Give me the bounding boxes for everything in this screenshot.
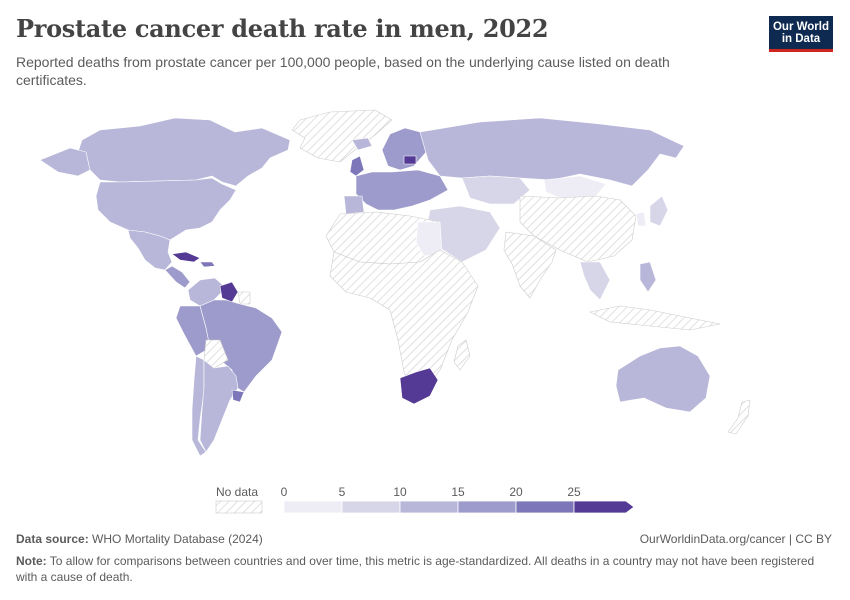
region-guianas	[237, 291, 251, 305]
region-sub-saharan-africa	[329, 249, 479, 389]
region-indonesia	[589, 305, 721, 331]
legend-tick-10: 10	[393, 485, 407, 499]
region-mexico	[127, 229, 173, 271]
region-korea	[635, 211, 647, 227]
source-label: Data source:	[16, 532, 89, 546]
region-canada	[77, 117, 291, 187]
region-madagascar	[453, 339, 471, 371]
legend-tick-20: 20	[509, 485, 523, 499]
region-argentina	[199, 359, 239, 453]
region-china	[519, 195, 637, 263]
legend-tick-0: 0	[281, 485, 288, 499]
region-alaska	[39, 147, 91, 177]
region-iceland	[351, 137, 373, 151]
chart-note: Note: To allow for comparisons between c…	[16, 553, 826, 585]
map-legend: No data 0 5 10 15 20 25	[215, 485, 635, 514]
region-peru	[175, 305, 211, 357]
logo-line-2: in Data	[781, 33, 821, 45]
region-europe	[355, 169, 449, 211]
legend-bin-5[interactable]	[573, 500, 635, 514]
legend-tick-25: 25	[567, 485, 581, 499]
region-iberia	[343, 195, 365, 215]
region-greenland	[291, 109, 393, 163]
legend-tick-5: 5	[339, 485, 346, 499]
chart-title: Prostate cancer death rate in men, 2022	[16, 14, 549, 43]
region-caribbean	[199, 261, 216, 268]
note-label: Note:	[16, 554, 47, 568]
region-new-zealand	[727, 399, 751, 435]
world-map	[39, 109, 751, 457]
region-russia	[419, 117, 685, 187]
chart-subtitle: Reported deaths from prostate cancer per…	[16, 54, 670, 88]
region-australia	[615, 345, 711, 413]
region-uruguay	[231, 389, 245, 403]
legend-bin-3[interactable]	[457, 500, 517, 514]
legend-tick-15: 15	[451, 485, 465, 499]
region-india	[503, 231, 557, 299]
region-united-states	[95, 177, 237, 241]
region-japan	[649, 195, 669, 227]
region-mongolia	[543, 175, 607, 199]
region-cuba	[171, 251, 201, 263]
source-text[interactable]: WHO Mortality Database (2024)	[92, 532, 263, 546]
region-latvia	[403, 155, 417, 165]
source-url[interactable]: OurWorldinData.org/cancer | CC BY	[639, 532, 832, 546]
legend-bin-4[interactable]	[515, 500, 575, 514]
logo-line-1: Our World	[772, 21, 829, 33]
data-source: Data source: WHO Mortality Database (202…	[16, 532, 263, 546]
region-colombia-venezuela	[187, 277, 227, 307]
region-south-africa	[399, 367, 439, 405]
region-philippines	[639, 261, 657, 293]
legend-no-data-swatch	[215, 500, 263, 514]
owid-logo[interactable]: Our World in Data	[769, 16, 833, 52]
region-guyana	[219, 281, 239, 303]
region-bolivia	[203, 339, 229, 369]
region-uk	[349, 155, 365, 177]
legend-bin-2[interactable]	[399, 500, 459, 514]
region-central-america	[164, 265, 191, 289]
legend-bin-1[interactable]	[341, 500, 401, 514]
note-text: To allow for comparisons between countri…	[16, 554, 815, 584]
legend-bin-0[interactable]	[283, 500, 343, 514]
legend-no-data-label: No data	[216, 485, 258, 499]
region-se-asia	[579, 261, 611, 301]
